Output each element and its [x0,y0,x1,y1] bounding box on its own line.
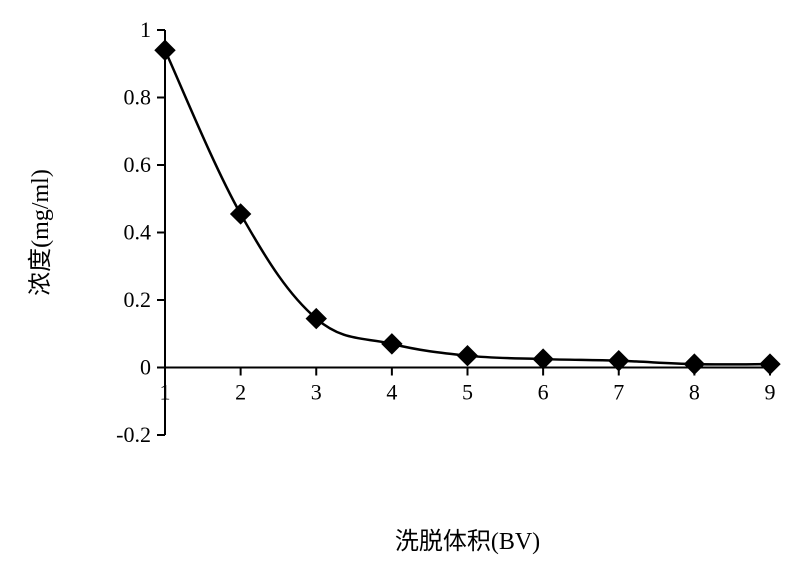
x-tick-label: 2 [235,380,246,405]
x-tick-label: 7 [613,380,624,405]
y-tick-label: 1 [140,17,151,42]
data-point-marker [155,40,175,60]
y-tick-label: 0 [140,355,151,380]
y-tick-label: 0.4 [124,220,152,245]
x-tick-label: 6 [538,380,549,405]
x-axis-label: 洗脱体积(BV) [395,528,540,555]
data-point-marker [458,346,478,366]
data-point-marker [533,349,553,369]
x-tick-label: 5 [462,380,473,405]
x-tick-label: 3 [311,380,322,405]
data-point-marker [382,334,402,354]
x-tick-label: 1 [160,380,171,405]
x-tick-label: 9 [765,380,776,405]
y-tick-label: 0.2 [124,287,152,312]
y-axis-label: 浓度(mg/ml) [27,169,54,296]
line-chart: -0.2 0 0.2 0.4 0.6 0.8 1 1 2 3 4 5 6 7 8 9 浓度(mg/ml) 洗脱体积… [0,0,800,571]
data-point-marker [684,354,704,374]
x-tick-label: 4 [386,380,397,405]
y-tick-label: -0.2 [116,422,151,447]
x-tick-label: 8 [689,380,700,405]
chart-container: -0.2 0 0.2 0.4 0.6 0.8 1 1 2 3 4 5 6 7 8 9 浓度(mg/ml) 洗脱体积… [0,0,800,571]
data-point-marker [231,204,251,224]
data-point-marker [760,354,780,374]
y-tick-label: 0.8 [124,85,152,110]
series-line [165,50,770,364]
y-tick-label: 0.6 [124,152,152,177]
